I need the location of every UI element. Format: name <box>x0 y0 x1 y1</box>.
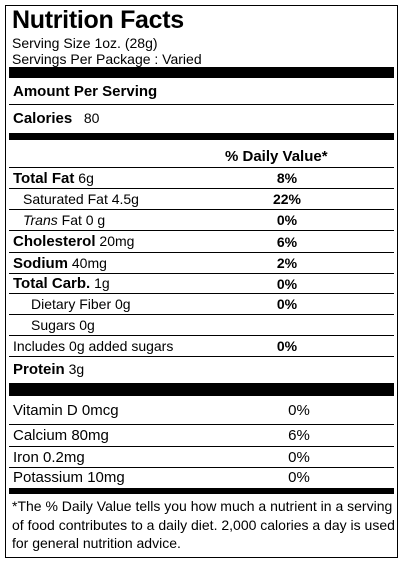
dv-header-row: % Daily Value* <box>9 145 394 168</box>
vitamin-row: Vitamin D 0mcg 0% <box>9 397 394 425</box>
daily-value: 0% <box>276 212 298 228</box>
nutrient-row: Saturated Fat 4.5g 22% <box>9 189 394 210</box>
nutrient-label: Saturated Fat 4.5g <box>23 191 139 207</box>
nutrient-row: Trans Fat 0 g 0% <box>9 210 394 231</box>
nutrient-label: Dietary Fiber 0g <box>31 296 131 312</box>
medium-rule <box>9 133 394 140</box>
daily-value: 0% <box>276 275 298 292</box>
nutrient-label: Fat 0 g <box>61 212 106 228</box>
calories: Calories 80 <box>13 110 99 127</box>
nutrient-amount: 3g <box>68 361 85 377</box>
daily-value: 0% <box>276 338 298 354</box>
nutrient-italic: Trans <box>23 212 58 228</box>
nutrient-row: Sugars 0g <box>9 315 394 336</box>
nutrient-name: Cholesterol 20mg <box>13 233 134 250</box>
daily-value: 0% <box>288 448 310 466</box>
nutrient-name: Includes 0g added sugars <box>13 338 173 354</box>
nutrient-row: Total Carb. 1g 0% <box>9 274 394 294</box>
calories-row: Calories 80 <box>9 105 394 132</box>
nutrient-name: Sodium 40mg <box>13 255 107 272</box>
daily-value: 0% <box>288 469 310 486</box>
thick-rule <box>9 67 394 78</box>
nutrient-amount: 6g <box>78 169 94 186</box>
nutrient-amount: 20mg <box>99 233 135 249</box>
nutrient-label: Total Carb. <box>13 275 91 292</box>
nutrient-name: Trans Fat 0 g <box>23 212 105 228</box>
vitamin-row: Iron 0.2mg 0% <box>9 447 394 468</box>
nutrient-name: Sugars 0g <box>31 317 95 333</box>
vitamin-name: Calcium 80mg <box>13 427 109 444</box>
amount-per-serving: Amount Per Serving <box>13 83 158 100</box>
footnote: *The % Daily Value tells you how much a … <box>12 498 395 551</box>
daily-value: 2% <box>276 255 298 271</box>
serving-size: Serving Size 1oz. (28g) <box>12 35 158 51</box>
daily-value: 6% <box>276 233 298 250</box>
vitamin-row: Potassium 10mg 0% <box>9 468 394 487</box>
vitamin-row: Calcium 80mg 6% <box>9 425 394 447</box>
nutrient-name: Total Carb. 1g <box>13 275 110 292</box>
nutrition-label: Nutrition Facts Serving Size 1oz. (28g) … <box>5 5 398 558</box>
nutrient-row: Sodium 40mg 2% <box>9 253 394 274</box>
daily-value: 8% <box>276 170 298 186</box>
nutrient-name: Protein 3g <box>13 361 84 378</box>
vitamin-name: Iron 0.2mg <box>13 448 85 466</box>
nutrient-name: Saturated Fat 4.5g <box>23 191 139 207</box>
thick-rule <box>9 383 394 396</box>
nutrient-label: Protein <box>13 361 65 378</box>
nutrient-amount: 1g <box>94 275 110 291</box>
title: Nutrition Facts <box>12 6 184 34</box>
calories-label: Calories <box>13 110 73 127</box>
dv-header: % Daily Value* <box>225 148 328 165</box>
calories-value: 80 <box>83 110 100 126</box>
vitamin-name: Vitamin D 0mcg <box>13 402 119 419</box>
amount-row: Amount Per Serving <box>9 79 394 105</box>
servings: Servings Per Package : Varied <box>12 51 202 67</box>
dv-header-text: % Daily Value* <box>225 147 328 165</box>
nutrient-label: Total Fat <box>13 169 75 187</box>
nutrient-row: Total Fat 6g 8% <box>9 168 394 189</box>
nutrient-label: Sugars 0g <box>31 317 95 333</box>
nutrient-row: Cholesterol 20mg 6% <box>9 231 394 253</box>
vitamin-name: Potassium 10mg <box>13 469 125 486</box>
daily-value: 6% <box>288 427 310 444</box>
nutrient-name: Total Fat 6g <box>13 170 94 187</box>
nutrient-row: Protein 3g <box>9 357 394 382</box>
nutrient-label: Includes 0g added sugars <box>13 338 174 354</box>
nutrient-row: Includes 0g added sugars 0% <box>9 336 394 357</box>
daily-value: 0% <box>288 402 310 419</box>
nutrient-label: Cholesterol <box>13 233 96 250</box>
daily-value: 0% <box>276 296 298 312</box>
medium-rule <box>9 488 394 494</box>
nutrient-row: Dietary Fiber 0g 0% <box>9 294 394 315</box>
daily-value: 22% <box>272 191 302 207</box>
nutrient-name: Dietary Fiber 0g <box>31 296 131 312</box>
nutrient-amount: 40mg <box>71 254 107 271</box>
nutrient-label: Sodium <box>13 254 68 272</box>
